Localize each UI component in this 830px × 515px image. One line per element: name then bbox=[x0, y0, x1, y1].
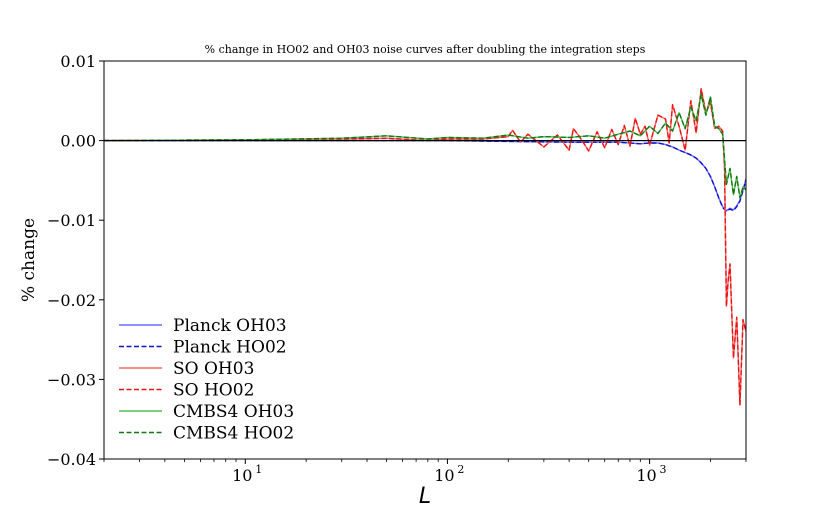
legend-label-0: Planck OH03 bbox=[173, 316, 287, 336]
y-tick-label-1: 0.00 bbox=[60, 132, 96, 151]
x-tick-label-0: 10 bbox=[232, 466, 252, 485]
legend-label-3: SO HO02 bbox=[173, 381, 254, 401]
y-axis-label: % change bbox=[19, 218, 39, 302]
x-tick-exponent-1: 2 bbox=[457, 463, 464, 476]
series-line-1 bbox=[104, 139, 746, 213]
plot-frame bbox=[103, 60, 747, 460]
legend-label-2: SO OH03 bbox=[173, 359, 254, 379]
legend-label-4: CMBS4 OH03 bbox=[173, 402, 294, 422]
series-line-5 bbox=[104, 93, 746, 199]
y-tick-label-3: −0.02 bbox=[47, 291, 96, 310]
series-layer bbox=[104, 88, 746, 406]
y-tick-label-0: 0.01 bbox=[60, 52, 96, 71]
x-tick-label-1: 10 bbox=[434, 466, 454, 485]
y-tick-label-4: −0.03 bbox=[47, 370, 96, 389]
y-tick-label-2: −0.01 bbox=[47, 211, 96, 230]
series-line-4 bbox=[104, 93, 746, 199]
x-tick-exponent-2: 3 bbox=[660, 463, 667, 476]
x-axis-label: L bbox=[419, 484, 431, 509]
x-tick-label-2: 10 bbox=[636, 466, 656, 485]
legend-label-5: CMBS4 HO02 bbox=[173, 424, 294, 444]
x-axis: 10 1 10 2 10 3 bbox=[103, 459, 747, 485]
y-tick-label-5: −0.04 bbox=[47, 450, 96, 469]
y-axis: 0.01 0.00 −0.01 −0.02 −0.03 −0.04 bbox=[47, 52, 104, 469]
legend-label-1: Planck HO02 bbox=[173, 338, 287, 358]
series-line-0 bbox=[104, 139, 746, 212]
x-tick-exponent-0: 1 bbox=[255, 463, 262, 476]
chart-title: % change in HO02 and OH03 noise curves a… bbox=[205, 43, 646, 56]
